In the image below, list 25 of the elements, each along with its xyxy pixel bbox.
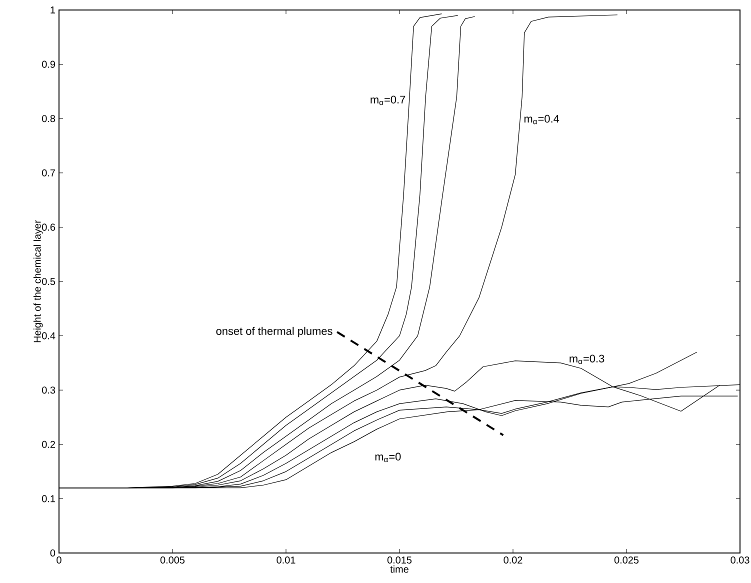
x-tick-label: 0.01 bbox=[276, 556, 296, 564]
x-tick-label: 0.03 bbox=[730, 556, 750, 564]
y-tick-label: 0.6 bbox=[42, 224, 56, 231]
y-tick-label: 0.8 bbox=[42, 115, 56, 122]
series-label: m$_{α}$=0.3 bbox=[570, 354, 604, 364]
y-tick-label: 0.2 bbox=[42, 440, 55, 448]
x-tick-label: 0.025 bbox=[614, 556, 639, 564]
y-tick-label: 0.3 bbox=[42, 386, 56, 394]
y-tick-label: 0.4 bbox=[42, 332, 56, 340]
x-tick-label: 0.005 bbox=[160, 556, 185, 564]
y-tick-label: 0.5 bbox=[42, 278, 56, 286]
series-label: m$_{α}$=0.7 bbox=[370, 96, 406, 106]
y-tick-label: 0.1 bbox=[42, 495, 55, 502]
series-label: m$_{α}$=0.4 bbox=[524, 114, 560, 124]
x-axis-title: time bbox=[390, 565, 408, 573]
x-tick-label: 0.015 bbox=[387, 556, 412, 564]
y-tick-label: 0.7 bbox=[42, 169, 55, 176]
series-label: m$_{α}$=0 bbox=[375, 452, 401, 462]
series-label: onset of thermal plumes bbox=[216, 326, 332, 338]
y-tick-label: 0.9 bbox=[42, 60, 56, 68]
y-tick-label: 1 bbox=[50, 6, 55, 14]
x-tick-label: 0.02 bbox=[504, 556, 522, 564]
y-tick-label: 0 bbox=[50, 549, 56, 557]
x-tick-label: 0 bbox=[56, 556, 62, 564]
y-axis-title: Height of the chemical layer bbox=[34, 220, 43, 342]
